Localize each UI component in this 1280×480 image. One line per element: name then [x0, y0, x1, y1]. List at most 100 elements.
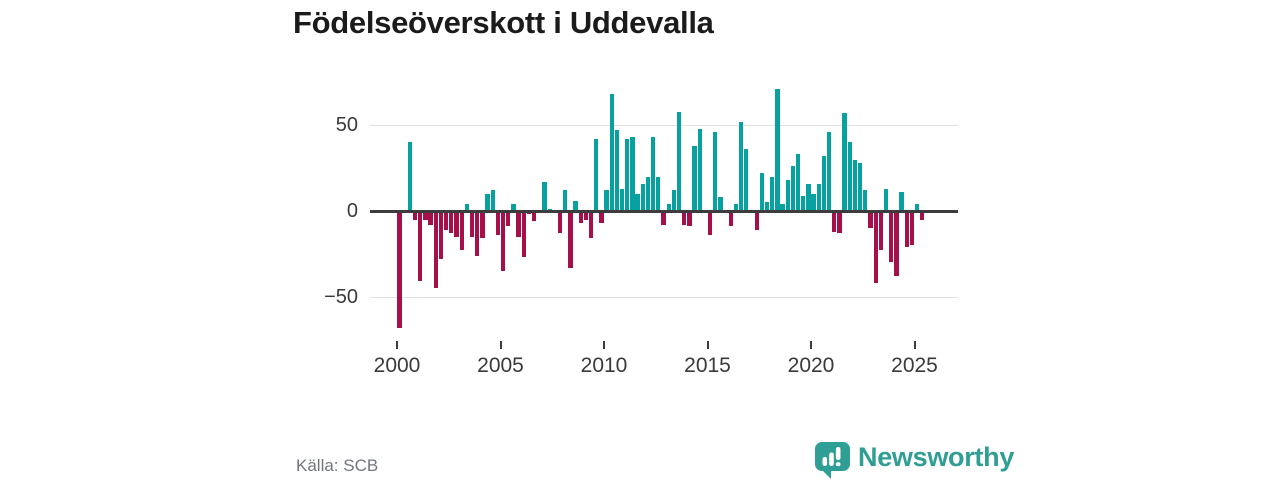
bar-2023Q1: [873, 211, 878, 283]
bar-2009Q4: [599, 211, 604, 223]
logo-bar-small: [822, 457, 828, 466]
y-tick-label-0: 0: [346, 200, 358, 222]
bar-2022Q1: [852, 159, 858, 211]
bar-2002Q3: [449, 211, 454, 234]
bar-2010Q1: [604, 190, 609, 211]
bar-2021Q3: [842, 113, 847, 211]
bar-2011Q3: [635, 193, 640, 211]
bar-2008Q3: [573, 200, 578, 211]
bar-2014Q2: [692, 145, 697, 211]
bar-2012Q3: [656, 176, 661, 211]
x-tick-2025: [913, 341, 916, 349]
bar-2024Q4: [909, 211, 915, 246]
bar-2017Q4: [764, 202, 770, 211]
bar-2004Q3: [490, 190, 495, 211]
bar-2001Q3: [428, 211, 433, 225]
bar-2005Q3: [511, 204, 516, 211]
bar-2006Q3: [531, 211, 537, 222]
bar-2022Q3: [863, 190, 868, 211]
bar-2021Q1: [832, 211, 837, 232]
bar-2004Q4: [495, 211, 501, 235]
bar-2013Q1: [666, 204, 671, 211]
bar-2019Q1: [790, 166, 796, 211]
bar-2019Q2: [795, 154, 801, 211]
bar-2003Q1: [459, 211, 464, 251]
x-axis-line: [370, 209, 958, 213]
bar-2012Q1: [645, 176, 651, 211]
bar-2013Q3: [676, 111, 682, 211]
x-tick-2000: [396, 341, 398, 349]
bar-2013Q4: [682, 211, 687, 225]
x-tick-2015: [706, 341, 709, 349]
bar-2010Q3: [614, 130, 620, 211]
bar-2008Q1: [563, 190, 568, 211]
bar-2002Q4: [454, 211, 459, 237]
bar-2005Q1: [500, 211, 506, 271]
bar-2025Q2: [920, 211, 925, 220]
bar-2024Q2: [899, 192, 904, 211]
x-tick-label-2020: 2020: [787, 354, 835, 377]
bar-2024Q3: [904, 211, 909, 247]
bar-2024Q1: [894, 211, 899, 277]
chart-title: Födelseöverskott i Uddevalla: [293, 5, 714, 40]
gridline-50: [370, 125, 958, 127]
bar-2010Q4: [619, 188, 625, 211]
bar-2004Q1: [480, 211, 485, 239]
bar-2011Q1: [625, 139, 630, 211]
bar-2020Q3: [821, 156, 827, 211]
bar-2016Q2: [733, 204, 739, 211]
source-note: Källa: SCB: [296, 456, 379, 475]
bar-2018Q4: [785, 180, 790, 211]
bar-2016Q4: [744, 149, 749, 211]
bar-2015Q1: [707, 211, 713, 235]
bar-2020Q4: [826, 132, 832, 211]
bar-2025Q1: [914, 204, 920, 211]
bar-2020Q2: [816, 183, 821, 211]
bar-2002Q2: [444, 211, 449, 230]
bar-2018Q1: [770, 176, 775, 211]
bar-2001Q2: [423, 211, 428, 220]
bar-2021Q2: [837, 211, 842, 234]
bar-2018Q2: [775, 89, 780, 211]
logo-exclamation-bar: [835, 447, 841, 460]
x-tick-label-2010: 2010: [580, 354, 628, 377]
bar-2017Q3: [759, 173, 764, 211]
bar-2016Q3: [738, 121, 744, 211]
bar-2003Q4: [475, 211, 480, 256]
x-tick-label-2005: 2005: [477, 354, 524, 377]
y-tick-label--50: −50: [324, 285, 358, 308]
bar-2015Q2: [713, 132, 718, 211]
bar-2008Q4: [578, 211, 583, 223]
bar-2019Q3: [801, 195, 806, 211]
bar-2012Q2: [651, 137, 656, 211]
bar-2023Q4: [889, 211, 894, 263]
bar-2008Q2: [568, 211, 573, 268]
bar-2016Q1: [728, 211, 733, 227]
bar-2001Q1: [418, 211, 423, 282]
bar-2000Q1: [397, 211, 402, 328]
gridline--50: [370, 296, 958, 298]
bar-chart-speech-bubble-icon: [815, 442, 850, 479]
bar-2023Q2: [878, 211, 883, 251]
bar-2014Q3: [697, 128, 702, 211]
bar-2023Q3: [883, 188, 889, 211]
x-tick-label-2015: 2015: [684, 354, 731, 377]
bar-2014Q1: [687, 211, 692, 227]
bar-2012Q4: [661, 211, 666, 225]
bar-2001Q4: [433, 211, 438, 289]
bar-2005Q4: [516, 211, 521, 237]
bar-2003Q3: [469, 211, 475, 237]
x-tick-label-2000: 2000: [373, 354, 421, 377]
bar-2019Q4: [806, 183, 811, 211]
bar-2009Q1: [583, 211, 589, 220]
bar-2011Q4: [640, 183, 645, 211]
bar-2004Q2: [485, 193, 490, 211]
bar-2017Q2: [754, 211, 759, 230]
bar-2006Q1: [521, 211, 526, 258]
bar-2022Q2: [858, 163, 863, 211]
x-tick-2020: [810, 341, 812, 349]
bar-2018Q3: [780, 204, 785, 211]
x-tick-2010: [603, 341, 605, 349]
logo-exclamation-dot: [835, 462, 841, 467]
